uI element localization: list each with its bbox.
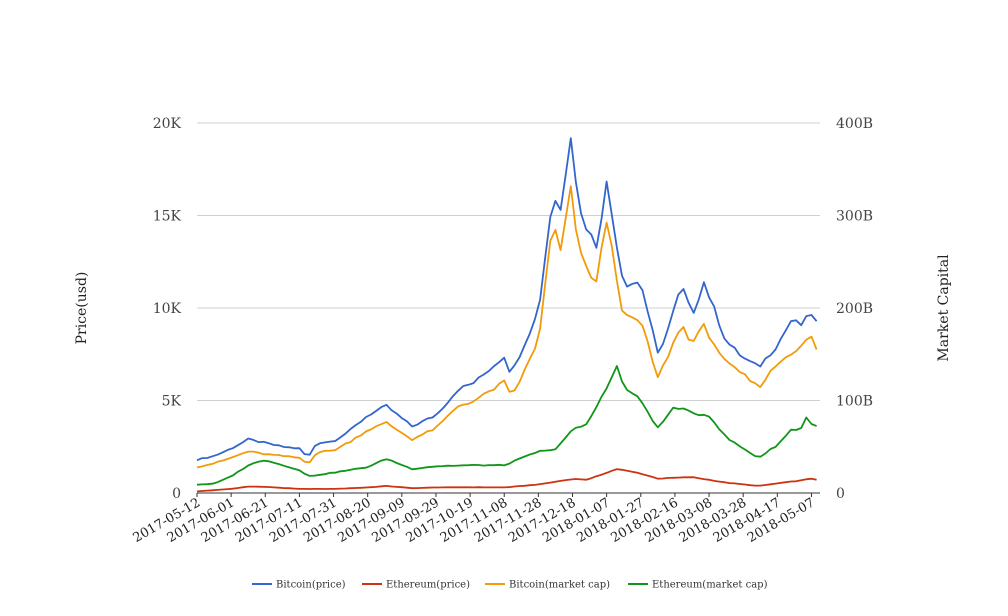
y-left-tick-label: 10K — [153, 301, 182, 317]
y-left-tick-label: 15K — [153, 209, 182, 225]
y-axis-right-title: Market Capital — [936, 254, 952, 362]
y-axis-left-title: Price(usd) — [74, 272, 90, 345]
series-line-1 — [196, 137, 818, 462]
x-axis: 2017-05-122017-06-012017-06-212017-07-11… — [131, 493, 817, 546]
series-line-2 — [196, 468, 817, 493]
y-right-tick-label: 200B — [836, 301, 873, 317]
y-left-tick-label: 20K — [153, 116, 182, 132]
y-axis-right: 0 100B 200B 300B 400B — [836, 116, 873, 502]
series-line-3 — [196, 185, 818, 469]
legend-label: Ethereum(price) — [386, 580, 470, 591]
y-left-tick-label: 5K — [162, 394, 182, 410]
legend-label: Ethereum(market cap) — [652, 580, 768, 591]
y-right-tick-label: 0 — [836, 486, 845, 502]
y-left-tick-label: 0 — [172, 486, 181, 502]
legend-label: Bitcoin(market cap) — [509, 580, 610, 591]
y-axis-left: 0 5K 10K 15K 20K — [153, 116, 182, 502]
gridlines — [197, 122, 820, 494]
legend: Bitcoin(price) Ethereum(price) Bitcoin(mar… — [252, 580, 768, 591]
series-line-4 — [196, 365, 817, 486]
legend-label: Bitcoin(price) — [276, 580, 346, 591]
y-right-tick-label: 400B — [836, 116, 873, 132]
y-right-tick-label: 300B — [836, 209, 873, 225]
series-lines — [196, 137, 818, 493]
y-right-tick-label: 100B — [836, 394, 873, 410]
